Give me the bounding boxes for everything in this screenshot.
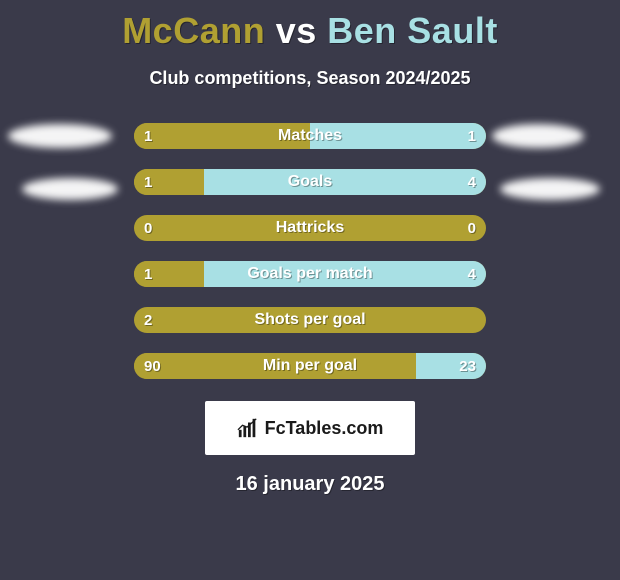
decorative-ellipse bbox=[8, 124, 112, 148]
stat-right-value: 4 bbox=[458, 174, 486, 191]
stat-right-segment: 4 bbox=[204, 261, 486, 287]
vs-text: vs bbox=[276, 10, 317, 51]
stat-left-segment: 90 bbox=[134, 353, 416, 379]
stat-left-segment: 0 bbox=[134, 215, 486, 241]
stat-left-segment: 1 bbox=[134, 169, 204, 195]
stat-row: 9023Min per goal bbox=[134, 353, 486, 379]
stat-right-value: 23 bbox=[449, 358, 486, 375]
decorative-ellipse bbox=[500, 178, 600, 200]
logo-badge: FcTables.com bbox=[205, 401, 415, 455]
stat-left-value: 2 bbox=[134, 312, 162, 329]
stat-left-value: 1 bbox=[134, 128, 162, 145]
stat-right-value: 0 bbox=[458, 220, 486, 237]
stats-container: 11Matches14Goals00Hattricks14Goals per m… bbox=[134, 123, 486, 379]
stat-left-value: 1 bbox=[134, 266, 162, 283]
subtitle: Club competitions, Season 2024/2025 bbox=[0, 68, 620, 89]
stat-right-value: 1 bbox=[458, 128, 486, 145]
stat-row: 2Shots per goal bbox=[134, 307, 486, 333]
date-text: 16 january 2025 bbox=[0, 473, 620, 496]
stat-row: 00Hattricks bbox=[134, 215, 486, 241]
stat-left-segment: 1 bbox=[134, 123, 310, 149]
stat-row: 11Matches bbox=[134, 123, 486, 149]
logo-text: FcTables.com bbox=[265, 418, 384, 439]
player1-name: McCann bbox=[122, 10, 265, 51]
stat-left-value: 90 bbox=[134, 358, 171, 375]
stat-left-segment: 1 bbox=[134, 261, 204, 287]
stat-right-segment: 1 bbox=[310, 123, 486, 149]
stat-left-value: 1 bbox=[134, 174, 162, 191]
bar-chart-icon bbox=[237, 417, 259, 439]
player2-name: Ben Sault bbox=[327, 10, 498, 51]
stat-right-segment: 4 bbox=[204, 169, 486, 195]
stat-row: 14Goals bbox=[134, 169, 486, 195]
stat-right-value: 4 bbox=[458, 266, 486, 283]
stat-row: 14Goals per match bbox=[134, 261, 486, 287]
comparison-title: McCann vs Ben Sault bbox=[0, 0, 620, 52]
stat-left-value: 0 bbox=[134, 220, 162, 237]
decorative-ellipse bbox=[492, 124, 584, 148]
decorative-ellipse bbox=[22, 178, 118, 200]
stat-right-segment: 23 bbox=[416, 353, 486, 379]
stat-left-segment: 2 bbox=[134, 307, 486, 333]
